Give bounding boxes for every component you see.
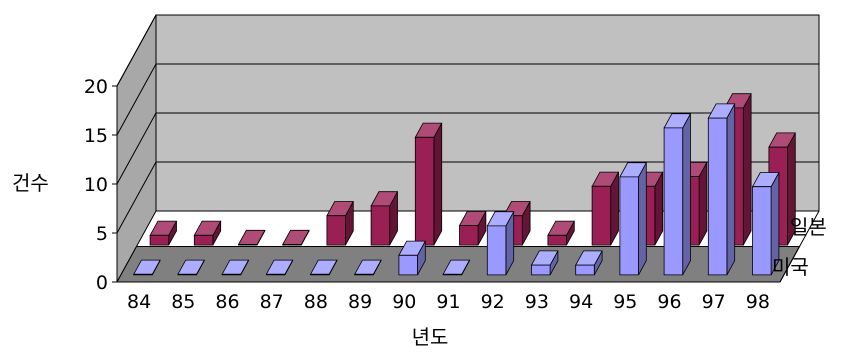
y-tick-label: 15 <box>84 125 108 147</box>
y-tick-label: 10 <box>84 174 108 196</box>
bar-front <box>442 273 463 276</box>
y-tick-label: 20 <box>84 76 108 98</box>
bar-front <box>310 273 330 276</box>
bar-front <box>238 244 258 246</box>
bar-front <box>398 254 418 276</box>
bar-usa-98 <box>751 172 780 276</box>
bar-japan-90 <box>414 122 443 246</box>
bar-front <box>486 225 507 276</box>
x-tick-label: 94 <box>569 291 593 313</box>
bar-front <box>459 225 479 246</box>
bar-usa-89 <box>354 259 382 276</box>
bar-japan-87 <box>282 229 310 246</box>
bar-front <box>370 205 391 246</box>
bar-front <box>177 273 197 276</box>
x-tick-label: 88 <box>304 291 328 313</box>
bar-usa-84 <box>133 259 161 276</box>
gridline <box>116 112 819 185</box>
bar-side <box>638 162 647 276</box>
bar-usa-91 <box>442 259 471 276</box>
gridline <box>116 14 819 87</box>
bar-side <box>682 113 691 276</box>
bar-japan-88 <box>326 201 354 246</box>
gridlines <box>116 14 819 234</box>
bar-front <box>282 244 302 246</box>
bar-front <box>149 234 170 246</box>
x-tick-label: 91 <box>436 291 460 313</box>
bar-front <box>547 234 567 246</box>
bar-usa-96 <box>663 113 692 276</box>
bar-front <box>531 264 551 276</box>
x-tick-label: 98 <box>746 291 770 313</box>
y-tick-label: 5 <box>96 223 108 245</box>
x-tick-label: 84 <box>127 291 151 313</box>
bar-front <box>354 273 374 276</box>
series-label-usa: 미국 <box>772 255 809 279</box>
y-tick-label: 0 <box>96 272 108 294</box>
gridline <box>116 161 819 234</box>
bar-japan-84 <box>149 220 178 246</box>
x-tick-label: 97 <box>702 291 726 313</box>
bar-japan-93 <box>547 220 575 246</box>
bar-front <box>265 273 286 276</box>
axes <box>112 85 820 283</box>
bar-usa-85 <box>177 259 205 276</box>
bar-front <box>326 215 346 246</box>
bar-usa-97 <box>707 103 736 276</box>
bar-usa-95 <box>619 162 647 276</box>
bar-japan-86 <box>237 229 266 246</box>
bar-front <box>591 185 612 246</box>
bar-usa-86 <box>221 259 250 276</box>
x-tick-label: 96 <box>657 291 681 313</box>
x-tick-label: 90 <box>392 291 416 313</box>
bar-japan-91 <box>458 210 487 246</box>
x-tick-label: 87 <box>260 291 284 313</box>
labels: 0 5 10 15 20 84 85 86 87 88 89 90 91 92 93 94 95 96 97 98 일본… <box>12 76 827 349</box>
bar-front <box>575 264 595 276</box>
gridline <box>116 63 819 136</box>
bar-front <box>414 136 435 246</box>
bar-usa-94 <box>575 250 603 276</box>
bar-usa-93 <box>530 250 559 276</box>
x-tick-label: 85 <box>171 291 195 313</box>
bar-front <box>707 117 728 276</box>
bar-usa-88 <box>309 259 338 276</box>
depth-axis-line <box>779 210 820 283</box>
x-tick-label: 89 <box>348 291 372 313</box>
y-axis-title: 건수 <box>12 171 49 195</box>
bar-front <box>221 273 242 276</box>
x-tick-label: 95 <box>613 291 637 313</box>
bar-front <box>133 273 153 276</box>
bar-japan-94 <box>591 171 620 246</box>
bar-usa-87 <box>265 259 294 276</box>
bar-front <box>619 176 639 276</box>
series-label-japan: 일본 <box>790 215 827 239</box>
x-tick-label: 92 <box>481 291 505 313</box>
bar-front <box>663 127 684 276</box>
bar-usa-90 <box>398 240 426 276</box>
series-usa-bars <box>133 103 780 276</box>
x-tick-label: 93 <box>525 291 549 313</box>
bar-side <box>726 103 736 276</box>
x-axis-title: 년도 <box>412 325 449 349</box>
bar-front <box>752 186 772 276</box>
bar-japan-85 <box>193 220 222 246</box>
bar-japan-89 <box>370 191 399 246</box>
x-tick-label: 86 <box>215 291 239 313</box>
bar-front <box>193 234 214 246</box>
bar-usa-92 <box>486 211 515 276</box>
